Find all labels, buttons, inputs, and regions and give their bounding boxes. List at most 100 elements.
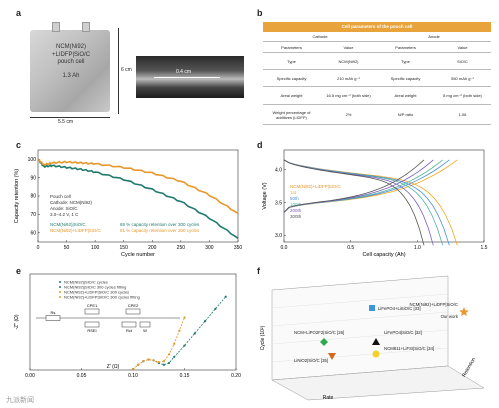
- circuit-label: CPE2: [128, 303, 139, 308]
- point-label: NCM811+LiFSI|SiO/C [34]: [384, 346, 434, 351]
- y-axis-label: -Z'' (Ω): [14, 314, 20, 329]
- y-tick-label: 60: [30, 231, 36, 237]
- panel-label-c: c: [16, 140, 22, 150]
- x-axis-label: Z' (Ω): [107, 364, 120, 370]
- pouch-tab-left: [52, 22, 60, 32]
- discharge-curve: [283, 159, 444, 246]
- plot-frame: [283, 149, 485, 243]
- x-tick-label: 1.5: [481, 245, 488, 251]
- data-point: [157, 361, 160, 364]
- series-line-lidfp: [37, 159, 239, 215]
- width-dimension: 5.5 cm: [58, 119, 74, 125]
- point-note: Our work: [441, 314, 459, 319]
- circuit-label: RSEI: [87, 328, 96, 333]
- watermark: 九派新闻: [6, 397, 34, 404]
- pouch-tab-right: [82, 22, 90, 32]
- point-label: LiFePO4|SiO/C [32]: [384, 330, 422, 335]
- x-tick-label: 0.05: [77, 373, 87, 379]
- table-cell: Weight percentage of additives (LiDFP): [272, 109, 311, 120]
- group-cathode: Cathode: [312, 34, 328, 39]
- point-label: NCM(Ni92)+LiDFP|SiO/C: [409, 302, 458, 307]
- data-point: [162, 363, 165, 366]
- y-axis-label: Cycle (10²): [260, 325, 266, 350]
- table-cell: Specific capacity: [390, 75, 421, 81]
- cycle-legend-label: 200th: [290, 208, 302, 213]
- circuit-label: W: [143, 328, 147, 333]
- data-point: [173, 342, 176, 345]
- table-row: Type NCM(Ni92) Type SiO/C: [263, 53, 491, 70]
- capacity-retention-chart: 0 50 100 150 200 250 300 350 60 70 80 90 100 Cycle nu…: [14, 149, 243, 258]
- point-label: LiFePO4+LiSiO/C [33]: [378, 306, 421, 311]
- x-tick-label: 0.00: [25, 373, 35, 379]
- y-tick-label: 90: [30, 175, 36, 181]
- panel-label-d: d: [257, 140, 263, 150]
- table-cell: 1.06: [458, 112, 467, 117]
- circuit-element: [45, 315, 61, 321]
- grid-line: [271, 311, 449, 327]
- group-anode: Anode: [428, 34, 440, 39]
- data-point: [152, 359, 155, 362]
- cycle-legend-label: 100th: [290, 202, 302, 207]
- thickness-arrow: [154, 77, 220, 78]
- annotation-text: Anode: SiO/C: [50, 206, 78, 211]
- comparison-3d-chart: Cycle (10²) Rate Retention NCM(Ni92)+LiDFP|…: [260, 275, 485, 401]
- marker-square: [369, 305, 375, 311]
- cell-label-line3: pouch cell: [57, 59, 85, 65]
- x-axis-label: Cycle number: [121, 252, 155, 258]
- x-tick-label: 350: [234, 245, 243, 251]
- data-point: [204, 320, 207, 323]
- legend-series-name: NCM(Ni92)+LiDFP|SiO/C: [50, 228, 102, 233]
- y-tick-label: 3.0: [275, 233, 282, 239]
- panel-label-f: f: [257, 266, 260, 276]
- grid-line: [271, 347, 449, 363]
- z-axis-label: Retention: [461, 357, 477, 379]
- voltage-profile-chart: 0.0 0.5 1.0 1.5 3.0 3.5 4.0 Cell capacity (Ah) V…: [262, 149, 488, 258]
- data-point: [137, 363, 140, 366]
- grid-line: [271, 293, 449, 309]
- data-point: [147, 358, 150, 361]
- legend-entry: NCM(Ni92)+LiDFP|SiO/C 300 cycles: [64, 290, 129, 295]
- data-point: [193, 332, 196, 335]
- marker-triangle-down: [328, 353, 336, 360]
- legend-entry: NCM(Ni92)+LiDFP|SiO/C 300 cycles fitting: [64, 295, 140, 300]
- marker-star: [459, 307, 469, 316]
- legend-series-name: NCM(Ni92)|SiO/C: [50, 222, 86, 227]
- marker-triangle: [372, 338, 380, 345]
- header-cell: Value: [457, 44, 468, 50]
- legend-stat: 65 % capacity retention over 300 cycles: [120, 222, 200, 227]
- circuit-element: [121, 321, 137, 328]
- table-title: Cell parameters of the pouch cell: [263, 22, 491, 32]
- thickness-dimension: 0.4 cm: [176, 69, 192, 75]
- table-cell: SiO/C: [457, 58, 468, 64]
- table-cell: 210 mAh g⁻¹: [337, 75, 360, 81]
- circuit-label: Rct: [126, 328, 133, 333]
- annotation-text: Cathode: NCM(Ni92): [50, 200, 93, 205]
- height-arrow: [118, 28, 119, 114]
- y-tick-label: 80: [30, 194, 36, 200]
- cycle-legend-label: 300th: [290, 214, 302, 219]
- annotation-text: Pouch cell: [50, 194, 71, 199]
- table-header-row: Parameters Value Parameters Value: [263, 42, 491, 53]
- data-point: [183, 344, 186, 347]
- legend-marker: [59, 286, 61, 288]
- circuit-label: CPE1: [87, 303, 98, 308]
- table-cell: Areal weight: [280, 93, 303, 98]
- data-point: [173, 355, 176, 359]
- annotation-text: 3.0–4.2 V, 1 C: [50, 212, 79, 217]
- data-point: [183, 316, 186, 319]
- circuit-element: [84, 321, 100, 328]
- data-point: [131, 368, 135, 371]
- header-cell: Parameters: [281, 44, 302, 50]
- x-tick-label: 0: [37, 245, 40, 251]
- point-label: NCM+LiPO2F2|SiO/C [26]: [294, 330, 344, 335]
- width-arrow: [30, 117, 110, 118]
- x-tick-label: 0.20: [231, 373, 241, 379]
- thickness-photo: 0.4 cm: [136, 56, 244, 98]
- eis-nyquist-chart: 0.00 0.05 0.10 0.15 0.20 Z' (Ω) -Z'' (Ω) NCM(Ni…: [14, 273, 241, 379]
- header-cell: Value: [343, 44, 354, 50]
- table-row: Areal weight 16.5 mg cm⁻² (both side) Ar…: [263, 87, 491, 105]
- data-point: [142, 360, 145, 363]
- legend-marker: [59, 291, 61, 293]
- y-tick-label: 70: [30, 212, 36, 218]
- cell-label-line2: +LIDFP|SiO/C: [51, 51, 91, 58]
